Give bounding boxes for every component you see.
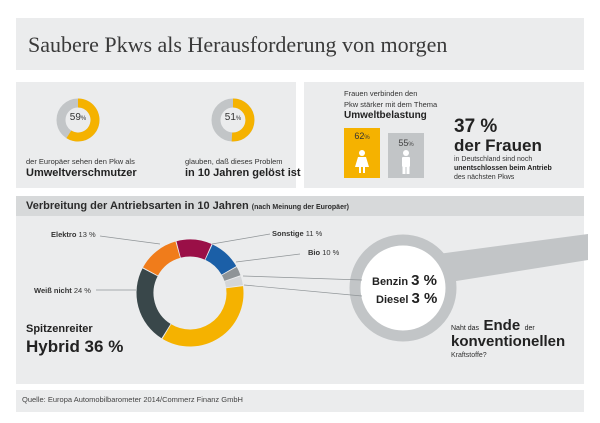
male-icon [402,150,410,174]
page-title: Saubere Pkws als Herausforderung von mor… [28,32,448,57]
stat2-percent: 51% [213,112,253,123]
label-weiss-name: Weiß nicht [34,286,72,295]
question-line-1: Naht das Ende der [451,317,535,335]
section-title: Verbreitung der Antriebsarten in 10 Jahr… [26,200,349,212]
donut-segment-elektro [143,241,181,276]
leader-line-benzin [242,275,363,281]
leader-line-bio [235,253,301,263]
label-elektro-name: Elektro [51,230,77,239]
donut-segment-diesel [224,276,243,288]
stat-ring-1 [56,98,100,142]
donut-segment-bio [204,244,237,276]
female-percent-value: 62 [354,131,365,141]
female-percent-unit: % [364,135,370,141]
label-sonstige: Sonstige 11 % [272,229,322,238]
stat2-ring-fill [231,98,255,142]
section-band [16,196,584,216]
donut-segment-hybrid [162,286,244,347]
stat1-ring-fill [66,98,100,142]
women-big-label: der Frauen [454,136,542,155]
diesel-name: Diesel [376,294,409,306]
label-bio: Bio 10 % [308,248,339,257]
label-weiss: Weiß nicht 24 % [34,286,91,295]
stat2-headline: in 10 Jahren gelöst ist [185,167,301,179]
label-elektro-value: 13 % [78,230,96,239]
diesel-value: 3 % [411,290,438,307]
donut-segment-wei-nicht [136,268,171,339]
donut-segment-sonstige [176,239,212,260]
stat-ring-2 [211,98,255,142]
section-subtitle: (nach Meinung der Europäer) [251,204,350,211]
stat1-percent-value: 59 [69,112,81,123]
magnifier-icon [349,234,588,342]
question-part-3: der [524,325,535,332]
stat1-headline: Umweltverschmutzer [26,167,137,179]
benzin-name: Benzin [372,276,409,288]
question-line-3: Kraftstoffe? [451,352,487,359]
stat1-caption: der Europäer sehen den Pkw als [26,157,135,166]
stat2-percent-unit: % [235,116,242,122]
women-intro-1: Frauen verbinden den [344,89,418,98]
leader-value: Hybrid 36 % [26,337,124,356]
donut-segment-benzin [221,267,241,282]
women-topic: Umweltbelastung [344,110,427,121]
women-desc-1: in Deutschland sind noch [454,156,533,163]
question-line-2: konventionellen [451,333,566,350]
footer-panel: Quelle: Europa Automobilbarometer 2014/C… [16,390,584,412]
benzin-label: Benzin 3 % [372,272,437,289]
label-elektro: Elektro 13 % [51,230,96,239]
question-part-1: Naht das [451,325,480,332]
source-note: Quelle: Europa Automobilbarometer 2014/C… [22,395,243,404]
benzin-value: 3 % [411,272,437,289]
label-sonstige-name: Sonstige [272,229,304,238]
male-percent-value: 55 [398,138,409,148]
women-big-value: 37 % [454,116,498,137]
leader-line-sonstige [211,233,271,245]
leader-line-elektro [99,235,161,245]
leader-lines [96,233,363,297]
label-bio-value: 10 % [322,248,340,257]
stat1-percent-unit: % [80,116,87,122]
leader-label: Spitzenreiter [26,323,93,335]
stat2-caption: glauben, daß dieses Problem [185,157,283,166]
women-desc-3: des nächsten Pkws [454,174,515,181]
drive-donut-chart [136,239,244,347]
leader-line-diesel [243,284,363,297]
header-panel: Saubere Pkws als Herausforderung von mor… [16,18,584,70]
stat2-percent-value: 51 [224,112,236,123]
women-desc-2: unentschlossen beim Antrieb [454,165,552,172]
label-weiss-value: 24 % [73,286,91,295]
stat1-percent: 59% [58,112,98,123]
label-bio-name: Bio [308,248,321,257]
male-percent: 55% [388,138,424,148]
female-percent: 62% [344,131,380,141]
women-intro-2: Pkw stärker mit dem Thema [344,100,438,109]
diesel-label: Diesel 3 % [376,290,437,307]
section-title-text: Verbreitung der Antriebsarten in 10 Jahr… [26,200,249,212]
question-part-2: Ende [483,317,521,334]
label-sonstige-value: 11 % [305,229,323,238]
male-percent-unit: % [408,142,414,148]
female-icon [355,150,369,173]
